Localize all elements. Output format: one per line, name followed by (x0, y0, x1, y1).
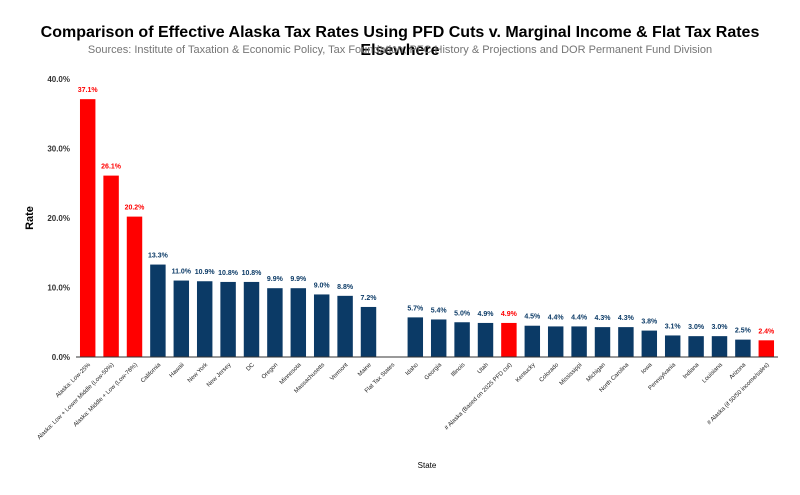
bar (688, 336, 704, 357)
x-tick-label: Georgia (424, 362, 444, 382)
bar (290, 288, 307, 357)
data-label: 2.5% (735, 328, 752, 335)
data-label: 26.1% (101, 164, 122, 171)
y-tick-label: 20.0% (47, 214, 70, 223)
x-tick-label: Vermont (329, 362, 349, 382)
data-label: 8.8% (337, 284, 354, 291)
x-tick-label: California (140, 362, 163, 385)
data-label: 7.2% (361, 295, 378, 302)
bar (524, 325, 541, 357)
x-tick-label: Mississippi (559, 362, 584, 387)
data-label: 3.1% (665, 323, 682, 330)
bar (618, 327, 634, 357)
bar (571, 326, 587, 357)
bar (594, 327, 611, 357)
x-tick-label: Utah (477, 362, 490, 375)
data-label: 9.9% (267, 276, 284, 283)
data-label: 37.1% (78, 87, 99, 94)
bar (196, 281, 213, 357)
bar (243, 281, 260, 357)
x-tick-label: New York (187, 361, 210, 384)
bar (267, 288, 283, 357)
x-tick-label: Hawaii (169, 362, 186, 379)
x-tick-label: Iowa (641, 362, 655, 376)
y-tick-label: 30.0% (47, 145, 70, 154)
data-label: 4.3% (618, 315, 635, 322)
x-tick-label: Louisiana (702, 362, 725, 385)
bar (664, 335, 681, 357)
data-label: 4.4% (548, 314, 565, 321)
x-tick-label: Arizona (729, 362, 748, 381)
bar (407, 317, 424, 357)
bar (430, 319, 447, 357)
data-label: 20.2% (125, 205, 146, 212)
data-label: 5.0% (454, 310, 471, 317)
y-tick-label: 0.0% (52, 353, 70, 362)
x-tick-label: Oregon (261, 362, 279, 380)
y-tick-label: 10.0% (47, 284, 70, 293)
data-label: 3.8% (641, 319, 658, 326)
bar (454, 322, 470, 357)
bar (360, 306, 377, 357)
data-label: 4.4% (571, 314, 588, 321)
x-axis-title: State (418, 461, 437, 470)
y-tick-label: 40.0% (47, 75, 70, 84)
data-label: 10.8% (218, 270, 239, 277)
data-label: 4.3% (595, 315, 612, 322)
data-label: 4.5% (524, 314, 541, 321)
x-tick-label: New Jersey (206, 362, 232, 388)
x-tick-label: Indiana (682, 362, 701, 381)
x-tick-label: Idaho (405, 362, 420, 377)
x-tick-label: Kentucky (515, 362, 537, 384)
bar (477, 322, 494, 357)
bar (126, 216, 143, 357)
data-label: 9.0% (314, 282, 331, 289)
x-tick-label: Minnesota (279, 362, 303, 386)
x-tick-label: DC (246, 362, 257, 373)
y-axis-title: Rate (24, 206, 36, 230)
bar (711, 336, 728, 357)
bar (547, 326, 564, 357)
bar (501, 322, 517, 357)
bar (313, 294, 330, 357)
bar (735, 339, 751, 357)
chart-subtitle: Sources: Institute of Taxation & Economi… (87, 44, 713, 56)
bar (758, 340, 775, 357)
x-tick-label: Illinois (450, 362, 466, 378)
x-tick-label: Michigan (586, 362, 607, 383)
bar (150, 264, 166, 357)
data-label: 4.9% (478, 311, 495, 318)
data-label: 5.7% (407, 305, 424, 312)
data-label: 4.9% (501, 311, 518, 318)
data-label: 3.0% (688, 324, 705, 331)
bar (641, 330, 658, 357)
data-label: 13.3% (148, 253, 169, 260)
data-label: 3.0% (712, 324, 729, 331)
x-tick-label: Maine (357, 362, 373, 378)
data-label: 11.0% (172, 269, 192, 276)
data-label: 9.9% (290, 276, 307, 283)
data-label: 10.8% (242, 270, 263, 277)
bar (337, 295, 353, 357)
data-label: 5.4% (431, 307, 448, 314)
bar (79, 99, 96, 357)
data-label: 10.9% (195, 269, 216, 276)
bar (103, 175, 119, 357)
data-label: 2.4% (758, 328, 775, 335)
bar (173, 280, 190, 357)
chart-title: Comparison of Effective Alaska Tax Rates… (40, 24, 760, 59)
bar (220, 281, 236, 357)
x-tick-label: Colorado (539, 362, 561, 384)
